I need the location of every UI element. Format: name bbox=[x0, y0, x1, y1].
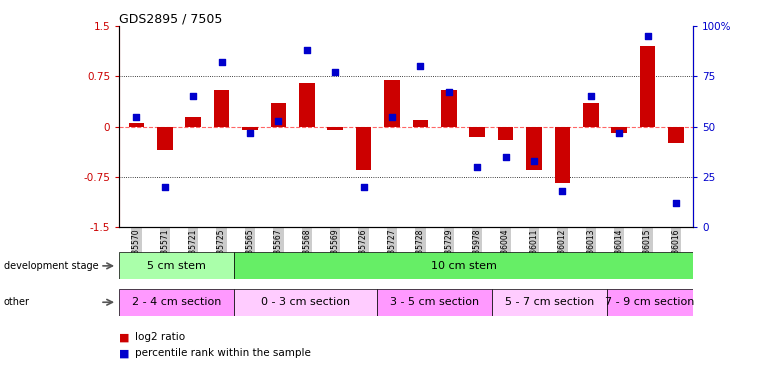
Bar bbox=[157, 127, 172, 150]
Text: other: other bbox=[4, 297, 30, 307]
Text: 3 - 5 cm section: 3 - 5 cm section bbox=[390, 297, 480, 307]
Point bbox=[613, 130, 625, 136]
Text: 0 - 3 cm section: 0 - 3 cm section bbox=[261, 297, 350, 307]
Bar bbox=[384, 80, 400, 127]
Bar bbox=[611, 127, 627, 133]
Text: development stage: development stage bbox=[4, 261, 99, 271]
Point bbox=[500, 154, 512, 160]
Bar bbox=[186, 117, 201, 127]
Text: 5 cm stem: 5 cm stem bbox=[147, 261, 206, 271]
Bar bbox=[234, 289, 377, 316]
Text: 7 - 9 cm section: 7 - 9 cm section bbox=[605, 297, 695, 307]
Bar bbox=[607, 289, 693, 316]
Point bbox=[216, 59, 228, 65]
Bar bbox=[214, 90, 229, 127]
Bar bbox=[441, 90, 457, 127]
Text: GDS2895 / 7505: GDS2895 / 7505 bbox=[119, 12, 223, 25]
Text: 5 - 7 cm section: 5 - 7 cm section bbox=[505, 297, 594, 307]
Bar bbox=[270, 103, 286, 127]
Point bbox=[670, 200, 682, 206]
Bar bbox=[327, 127, 343, 130]
Text: percentile rank within the sample: percentile rank within the sample bbox=[135, 348, 310, 358]
Bar bbox=[640, 46, 655, 127]
Point bbox=[527, 158, 540, 164]
Point bbox=[386, 114, 398, 120]
Point bbox=[187, 93, 199, 99]
Point bbox=[244, 130, 256, 136]
Text: ■: ■ bbox=[119, 333, 130, 342]
Bar bbox=[119, 252, 234, 279]
Bar bbox=[234, 252, 693, 279]
Bar bbox=[583, 103, 598, 127]
Point bbox=[273, 117, 285, 123]
Bar bbox=[554, 127, 570, 183]
Point bbox=[357, 184, 370, 190]
Text: 10 cm stem: 10 cm stem bbox=[430, 261, 497, 271]
Point bbox=[130, 114, 142, 120]
Point bbox=[443, 90, 455, 96]
Bar bbox=[492, 289, 607, 316]
Point bbox=[300, 47, 313, 53]
Point bbox=[556, 188, 568, 194]
Point bbox=[159, 184, 171, 190]
Bar bbox=[243, 127, 258, 130]
Bar bbox=[413, 120, 428, 127]
Bar bbox=[497, 127, 514, 140]
Bar bbox=[129, 123, 144, 127]
Bar bbox=[526, 127, 542, 170]
Point bbox=[414, 63, 427, 69]
Point bbox=[641, 33, 654, 39]
Point bbox=[471, 164, 484, 170]
Point bbox=[584, 93, 597, 99]
Point bbox=[329, 69, 341, 75]
Text: ■: ■ bbox=[119, 348, 130, 358]
Bar bbox=[470, 127, 485, 136]
Bar bbox=[299, 83, 315, 127]
Bar bbox=[119, 289, 234, 316]
Bar bbox=[356, 127, 371, 170]
Text: log2 ratio: log2 ratio bbox=[135, 333, 185, 342]
Bar bbox=[377, 289, 492, 316]
Text: 2 - 4 cm section: 2 - 4 cm section bbox=[132, 297, 222, 307]
Bar bbox=[668, 127, 684, 143]
